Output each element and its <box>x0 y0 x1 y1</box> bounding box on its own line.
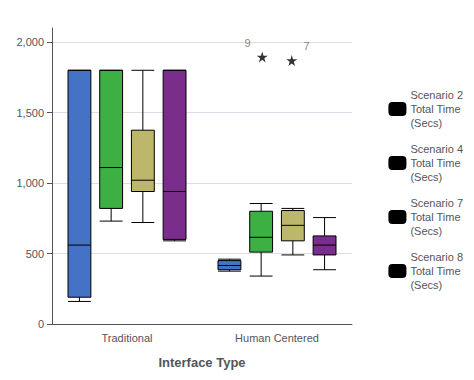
svg-text:500: 500 <box>26 248 44 260</box>
svg-text:1,000: 1,000 <box>16 177 44 189</box>
svg-text:Scenario 2: Scenario 2 <box>410 89 463 101</box>
svg-text:(Secs): (Secs) <box>410 171 442 183</box>
svg-text:(Secs): (Secs) <box>410 279 442 291</box>
svg-text:Interface Type: Interface Type <box>158 355 245 370</box>
svg-text:0: 0 <box>38 318 44 330</box>
svg-text:Scenario 8: Scenario 8 <box>410 251 463 263</box>
svg-text:Scenario 4: Scenario 4 <box>410 143 463 155</box>
svg-text:7: 7 <box>303 40 309 52</box>
svg-text:Human Centered: Human Centered <box>235 332 319 344</box>
svg-text:Total Time: Total Time <box>410 265 460 277</box>
svg-text:(Secs): (Secs) <box>410 225 442 237</box>
svg-text:9: 9 <box>244 37 250 49</box>
svg-text:1,500: 1,500 <box>16 107 44 119</box>
svg-text:Traditional: Traditional <box>102 332 153 344</box>
svg-text:2,000: 2,000 <box>16 36 44 48</box>
svg-text:Total Time: Total Time <box>410 157 460 169</box>
svg-text:Total Time: Total Time <box>410 103 460 115</box>
svg-text:(Secs): (Secs) <box>410 117 442 129</box>
svg-text:Scenario 7: Scenario 7 <box>410 197 463 209</box>
svg-text:Total Time: Total Time <box>410 211 460 223</box>
